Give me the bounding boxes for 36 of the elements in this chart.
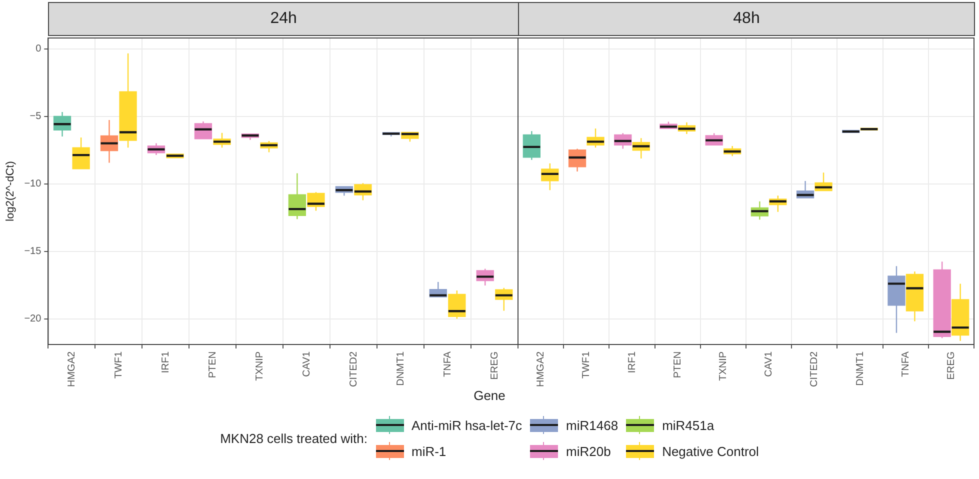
legend-title: MKN28 cells treated with: [220,430,368,446]
x-tick-label: EREG [946,351,957,380]
y-tick-label: −20 [24,314,42,325]
x-tick-label: DNMT1 [395,351,406,386]
x-tick-label: CITED2 [348,351,360,387]
x-axis-title: Gene [472,388,506,403]
x-tick-label: TXNIP [718,351,729,381]
x-tick-label: PTEN [672,351,684,378]
legend-label: miR20b [566,444,611,458]
x-tick-label: CITED2 [809,351,820,387]
legend-label: miR451a [662,418,714,432]
y-tick-label: −15 [24,246,42,258]
x-tick-label: HMGA2 [536,351,547,387]
legend-label: miR1468 [566,418,618,432]
x-tick-label: IRF1 [160,351,172,374]
legend-label: miR-1 [412,444,446,458]
chart-title: 24h [48,2,519,36]
x-tick-label: DNMT1 [854,351,866,386]
y-tick-label: −10 [24,178,42,190]
legend-label: Anti-miR hsa-let-7c [412,418,522,432]
chart-title: 48h [518,2,975,36]
x-tick-label: IRF1 [626,351,638,374]
x-tick-label: CAV1 [764,351,775,377]
x-tick-label: TNFA [442,351,454,377]
x-tick-label: EREG [489,351,500,380]
y-tick-label: 0 [36,44,42,55]
legend-label: Negative Control [662,444,759,458]
x-tick-label: CAV1 [301,351,312,377]
x-tick-label: HMGA2 [66,351,78,387]
x-tick-label: TWF1 [581,351,592,379]
x-tick-label: TXNIP [254,351,266,381]
y-axis-title: log2(2^-dCt) [4,161,17,222]
x-tick-label: TWF1 [113,351,124,379]
y-tick-label: −5 [30,111,42,122]
x-tick-label: TNFA [900,351,912,377]
x-tick-label: PTEN [207,351,218,378]
